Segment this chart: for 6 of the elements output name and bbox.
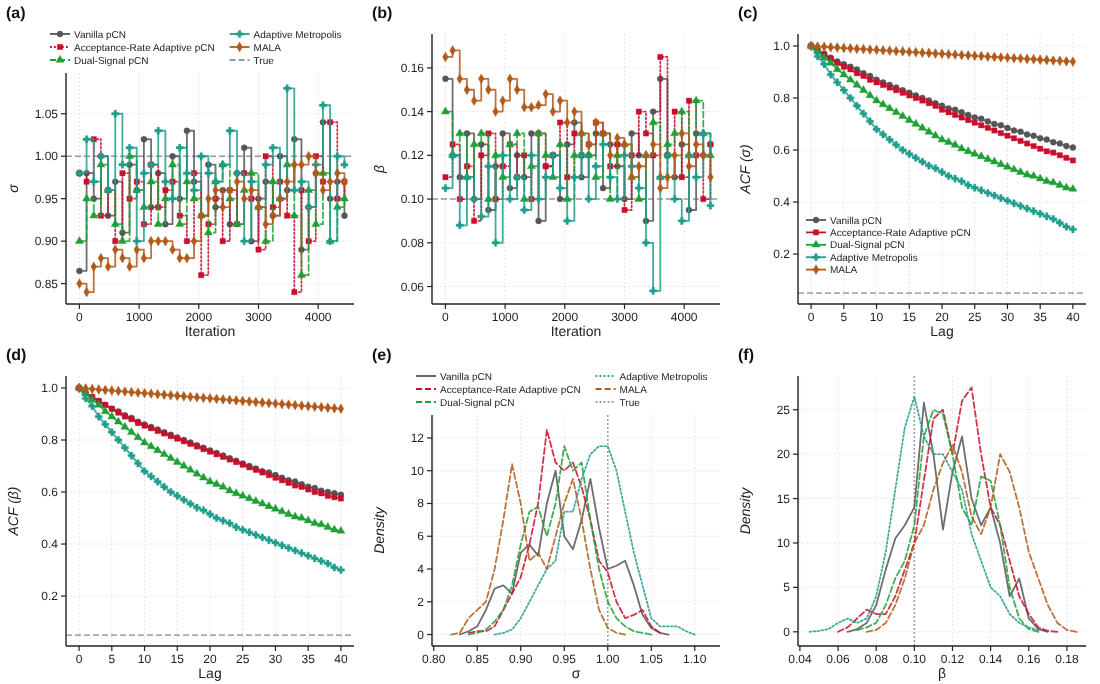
chart-title: (c)	[738, 4, 759, 22]
chart-title: (d)	[6, 346, 28, 364]
chart-title: (b)	[372, 4, 394, 22]
chart-title: (f)	[738, 346, 755, 364]
chart-title: (a)	[6, 4, 27, 22]
chart-title: (e)	[372, 346, 393, 364]
